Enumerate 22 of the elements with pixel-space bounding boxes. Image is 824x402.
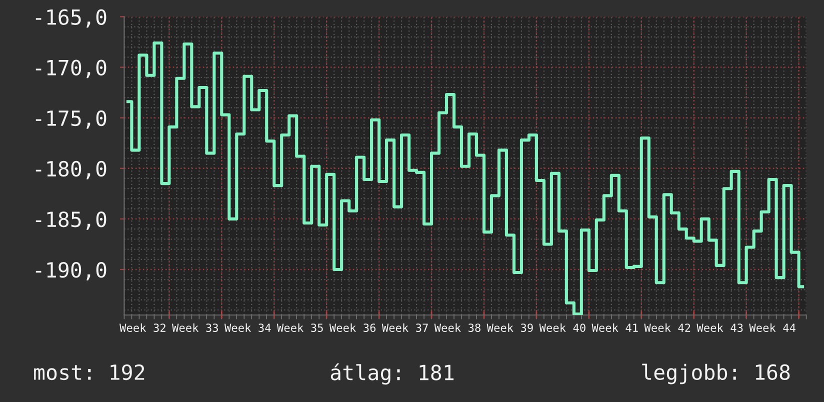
x-tick-label: Week 35	[276, 323, 323, 332]
y-tick-label: -170,0	[36, 60, 106, 78]
x-tick-label: Week 40	[539, 323, 586, 332]
x-tick-label: Week 37	[382, 323, 428, 332]
x-tick-label: Week 44	[749, 323, 796, 332]
y-tick-label: -180,0	[36, 160, 106, 180]
x-tick-label: Week 43	[696, 323, 743, 332]
text: átlag: 181	[330, 363, 454, 385]
x-tick-label: Week 39	[486, 323, 533, 332]
y-tick-label: -175,0	[36, 110, 106, 129]
y-tick-label: -165,0	[36, 9, 106, 28]
x-tick-label: Week 32	[120, 323, 166, 332]
x-tick-label: Week 38	[434, 323, 480, 332]
y-tick-label: -185,0	[36, 211, 106, 230]
y-tick-label: -190,0	[36, 262, 106, 280]
x-tick-label: Week 41	[592, 323, 638, 332]
x-tick-label: Week 42	[644, 323, 690, 332]
x-tick-label: Week 33	[172, 323, 218, 332]
text: most: 192	[34, 364, 144, 380]
x-tick-label: Week 36	[329, 323, 376, 332]
x-tick-label: Week 34	[224, 323, 271, 332]
text: legjobb: 168	[642, 364, 790, 384]
